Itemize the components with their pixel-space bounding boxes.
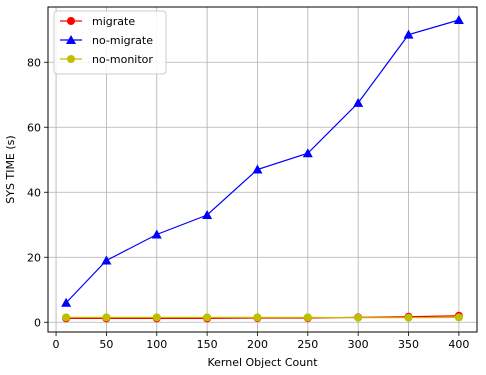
legend-marker [66, 35, 76, 44]
legend-marker [67, 17, 75, 25]
legend-item-no-monitor: no-monitor [60, 53, 153, 66]
data-point-no-monitor [454, 313, 463, 322]
data-point-no-monitor [354, 313, 363, 322]
y-tick-label: 60 [27, 121, 41, 134]
data-point-no-migrate [202, 210, 213, 219]
x-tick-label: 200 [247, 338, 268, 351]
data-point-no-migrate [403, 29, 414, 39]
data-point-no-migrate [453, 15, 464, 24]
legend-marker [67, 55, 75, 63]
data-point-no-monitor [404, 313, 413, 322]
x-tick-label: 350 [398, 338, 419, 351]
legend-label: no-monitor [92, 53, 153, 66]
y-tick-label: 40 [27, 186, 41, 199]
data-point-no-migrate [151, 229, 162, 239]
x-tick-label: 100 [146, 338, 167, 351]
y-tick-label: 80 [27, 56, 41, 69]
legend-label: no-migrate [92, 34, 153, 47]
series-no-migrate [61, 15, 464, 307]
x-tick-label: 150 [197, 338, 218, 351]
data-point-no-migrate [61, 297, 72, 307]
y-axis-label: SYS TIME (s) [4, 135, 17, 203]
legend-item-no-migrate: no-migrate [60, 34, 153, 47]
series-layer [61, 15, 464, 323]
legend-label: migrate [92, 15, 135, 28]
legend-box [53, 10, 167, 75]
x-tick-label: 400 [448, 338, 469, 351]
x-tick-label: 250 [297, 338, 318, 351]
data-point-no-monitor [102, 313, 111, 322]
y-tick-label: 0 [34, 316, 41, 329]
data-point-no-monitor [203, 313, 212, 322]
data-point-no-monitor [253, 313, 262, 322]
x-tick-label: 50 [99, 338, 113, 351]
data-point-no-migrate [353, 97, 364, 107]
legend: migrate no-migrate no-monitor [53, 10, 167, 75]
axis-ticks: 0 50 100 150 200 250 300 350 400 0 20 40 60 80 [27, 56, 469, 351]
x-tick-label: 0 [53, 338, 60, 351]
data-point-no-monitor [62, 313, 71, 322]
data-point-no-monitor [152, 313, 161, 322]
plot-frame [47, 6, 478, 333]
x-axis-label: Kernel Object Count [207, 356, 318, 369]
legend-item-migrate: migrate [60, 15, 135, 28]
data-point-no-migrate [252, 164, 263, 174]
y-tick-label: 20 [27, 251, 41, 264]
x-tick-label: 300 [348, 338, 369, 351]
data-point-no-migrate [101, 255, 112, 265]
data-point-no-monitor [303, 313, 312, 322]
data-point-no-migrate [302, 148, 313, 158]
series-no-monitor [62, 313, 463, 322]
